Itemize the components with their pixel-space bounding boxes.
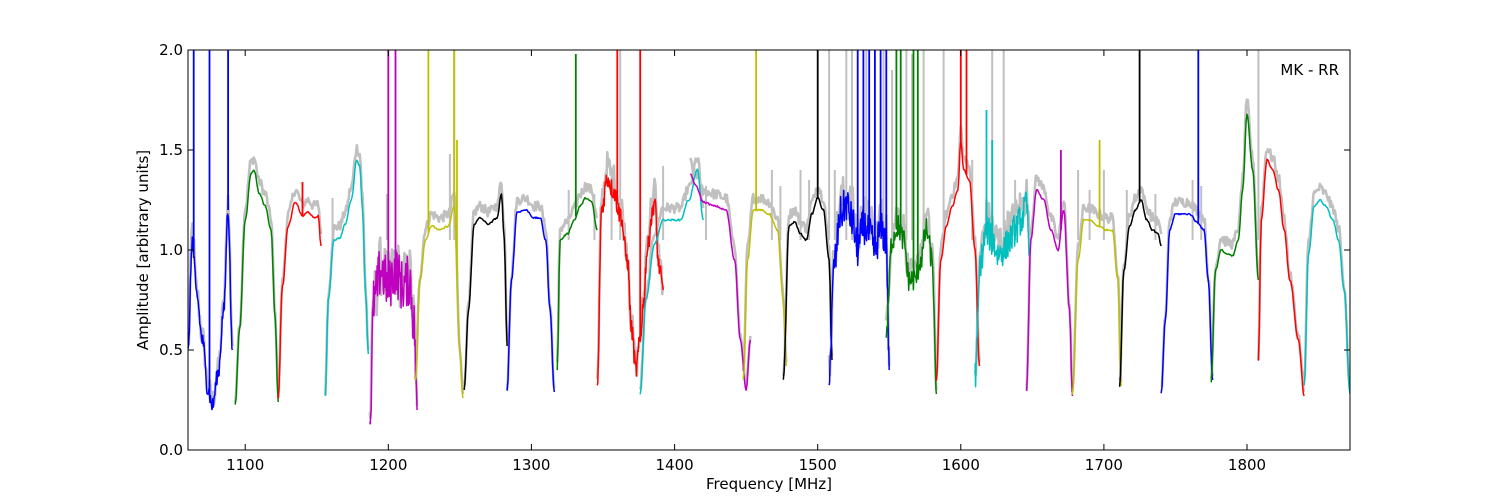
band-line-15 — [828, 189, 890, 386]
band-line-5 — [368, 249, 418, 425]
x-tick-label-1100: 1100 — [226, 456, 264, 474]
band-line-18 — [974, 191, 1031, 388]
background-band-14 — [782, 187, 834, 376]
x-tick-label-1500: 1500 — [799, 456, 837, 474]
x-tick-label-1800: 1800 — [1228, 456, 1266, 474]
band-line-10 — [596, 174, 664, 386]
band-line-8 — [506, 208, 556, 393]
band-line-2 — [234, 169, 279, 405]
y-tick-label-0.5: 0.5 — [159, 341, 183, 359]
background-band-16 — [885, 206, 938, 391]
band-series — [188, 50, 1350, 425]
band-line-1 — [188, 213, 234, 411]
band-line-14 — [782, 197, 833, 380]
background-band-9 — [555, 181, 599, 363]
band-line-3 — [277, 201, 322, 399]
x-tick-label-1700: 1700 — [1085, 456, 1123, 474]
band-line-13 — [742, 208, 787, 380]
band-line-22 — [1160, 212, 1214, 394]
y-tick-label-2: 2.0 — [159, 41, 183, 59]
band-line-7 — [463, 193, 508, 390]
band-line-6 — [414, 204, 464, 399]
background-band-22 — [1160, 196, 1214, 388]
y-axis-title: Amplitude [arbitrary units] — [134, 150, 152, 350]
band-line-20 — [1071, 218, 1122, 395]
x-tick-label-1600: 1600 — [942, 456, 980, 474]
band-line-23 — [1210, 113, 1260, 383]
band-line-19 — [1025, 188, 1074, 397]
background-band-4 — [324, 144, 370, 396]
background-band-13 — [741, 192, 788, 372]
background-band-11 — [638, 157, 705, 390]
band-line-11 — [639, 168, 704, 395]
background-band-20 — [1071, 202, 1123, 387]
band-line-25 — [1303, 198, 1350, 395]
y-tick-label-1.5: 1.5 — [159, 141, 183, 159]
x-tick-label-1400: 1400 — [656, 456, 694, 474]
plot-background — [188, 50, 1350, 450]
band-line-9 — [556, 196, 598, 371]
x-tick-label-1200: 1200 — [369, 456, 407, 474]
band-line-16 — [885, 214, 938, 395]
x-axis-title: Frequency [MHz] — [706, 475, 832, 493]
band-line-4 — [324, 159, 370, 396]
band-line-12 — [689, 173, 752, 391]
x-tick-label-1300: 1300 — [512, 456, 550, 474]
background-band-23 — [1209, 98, 1260, 379]
y-tick-label-0: 0.0 — [159, 441, 183, 459]
band-line-17 — [935, 138, 981, 381]
y-tick-label-1: 1.0 — [159, 241, 183, 259]
annotation-label: MK - RR — [1280, 61, 1339, 79]
band-line-24 — [1257, 158, 1305, 397]
axes-ticks: 1100 1200 1300 1400 1500 1600 1700 1800 0.0 0.5 1.… — [159, 41, 1350, 474]
